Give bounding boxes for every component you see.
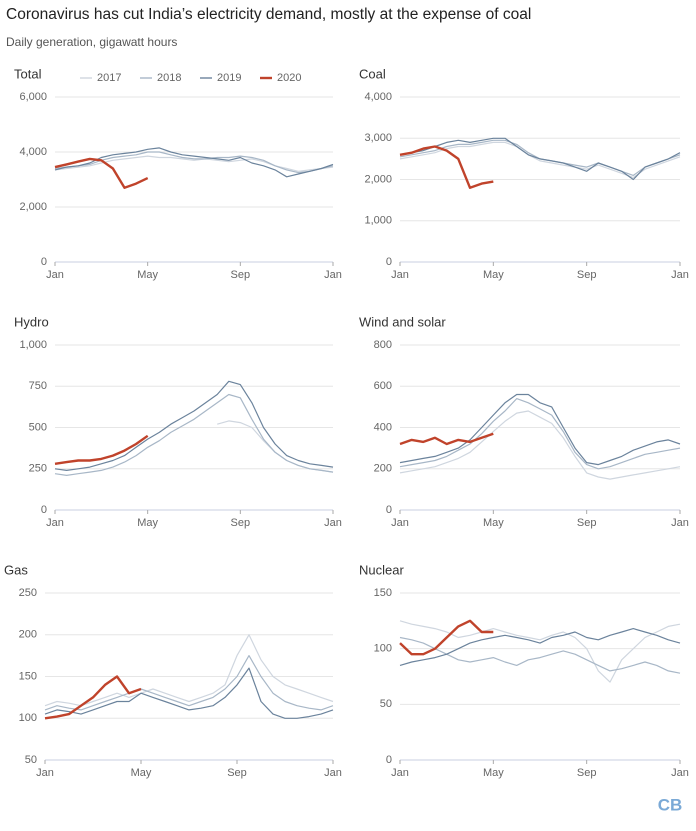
y-tick-label: 400 <box>374 421 392 433</box>
x-tick-label: Jan <box>46 269 64 281</box>
legend-label: 2020 <box>277 72 301 84</box>
x-tick-label: Sep <box>577 767 597 779</box>
panel-title: Nuclear <box>359 562 404 577</box>
x-tick-label: Sep <box>231 269 251 281</box>
x-tick-label: Jan <box>391 269 409 281</box>
x-tick-label: Jan <box>391 517 409 529</box>
x-tick-label: Jan <box>671 269 689 281</box>
x-tick-label: May <box>137 269 158 281</box>
legend-label: 2017 <box>97 72 121 84</box>
page-title: Coronavirus has cut India’s electricity … <box>6 6 531 23</box>
x-tick-label: May <box>483 767 504 779</box>
x-tick-label: Sep <box>231 517 251 529</box>
y-tick-label: 3,000 <box>364 132 392 144</box>
x-tick-label: Sep <box>577 517 597 529</box>
y-tick-label: 250 <box>29 463 47 475</box>
logo: CB <box>658 795 683 814</box>
series-line <box>399 393 681 466</box>
panel-title: Total <box>14 66 42 81</box>
series-line <box>54 157 149 189</box>
y-tick-label: 2,000 <box>19 201 47 213</box>
page-subtitle: Daily generation, gigawatt hours <box>6 35 177 49</box>
x-tick-label: Jan <box>671 767 689 779</box>
y-tick-label: 2,000 <box>364 173 392 185</box>
series-line <box>399 432 494 446</box>
series-line <box>399 141 681 178</box>
series-line <box>44 655 334 711</box>
series-line <box>399 398 681 470</box>
series-line <box>399 139 681 176</box>
series-line <box>54 380 334 471</box>
y-tick-label: 50 <box>25 754 37 766</box>
panel-title: Coal <box>359 66 386 81</box>
series-line <box>54 155 334 172</box>
series-line <box>399 620 681 683</box>
panel-title: Hydro <box>14 314 49 329</box>
x-tick-label: Sep <box>577 269 597 281</box>
y-tick-label: 50 <box>380 698 392 710</box>
x-tick-label: May <box>483 269 504 281</box>
x-tick-label: May <box>483 517 504 529</box>
x-tick-label: Jan <box>671 517 689 529</box>
legend-label: 2018 <box>157 72 181 84</box>
y-tick-label: 0 <box>41 256 47 268</box>
y-tick-label: 200 <box>19 629 37 641</box>
y-tick-label: 1,000 <box>19 339 47 351</box>
y-tick-label: 600 <box>374 380 392 392</box>
y-tick-label: 0 <box>386 256 392 268</box>
y-tick-label: 0 <box>41 504 47 516</box>
x-tick-label: Jan <box>36 767 54 779</box>
series-line <box>399 619 494 656</box>
x-tick-label: May <box>131 767 152 779</box>
y-tick-label: 150 <box>374 587 392 599</box>
x-tick-label: Sep <box>227 767 247 779</box>
x-tick-label: Jan <box>391 767 409 779</box>
y-tick-label: 750 <box>29 380 47 392</box>
legend-label: 2019 <box>217 72 241 84</box>
y-tick-label: 800 <box>374 339 392 351</box>
y-tick-label: 1,000 <box>364 215 392 227</box>
x-tick-label: May <box>137 517 158 529</box>
x-tick-label: Jan <box>324 517 342 529</box>
series-line <box>399 137 681 181</box>
y-tick-label: 0 <box>386 754 392 766</box>
y-tick-label: 0 <box>386 504 392 516</box>
series-line <box>399 145 494 189</box>
x-tick-label: Jan <box>46 517 64 529</box>
series-line <box>44 667 334 719</box>
series-line <box>54 393 334 476</box>
series-line <box>399 628 681 666</box>
y-tick-label: 100 <box>19 712 37 724</box>
y-tick-label: 4,000 <box>364 91 392 103</box>
y-tick-label: 200 <box>374 463 392 475</box>
y-tick-label: 6,000 <box>19 91 47 103</box>
x-tick-label: Jan <box>324 269 342 281</box>
series-line <box>54 147 334 178</box>
series-line <box>44 675 142 720</box>
panel-title: Wind and solar <box>359 314 446 329</box>
y-tick-label: 100 <box>374 643 392 655</box>
y-tick-label: 4,000 <box>19 146 47 158</box>
y-tick-label: 250 <box>19 587 37 599</box>
y-tick-label: 150 <box>19 670 37 682</box>
series-line <box>44 634 334 707</box>
series-line <box>54 434 149 465</box>
y-tick-label: 500 <box>29 421 47 433</box>
panel-title: Gas <box>4 562 28 577</box>
series-line <box>399 410 681 480</box>
x-tick-label: Jan <box>324 767 342 779</box>
